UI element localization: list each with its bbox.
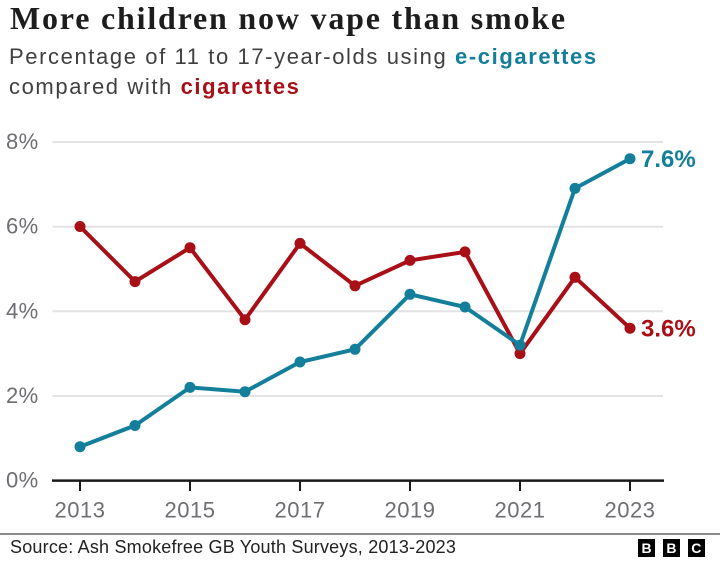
svg-text:2013: 2013: [55, 498, 106, 523]
svg-text:2015: 2015: [165, 498, 216, 523]
svg-text:2017: 2017: [275, 498, 326, 523]
svg-text:0%: 0%: [6, 468, 39, 493]
svg-text:4%: 4%: [6, 298, 39, 323]
svg-text:2023: 2023: [605, 498, 656, 523]
svg-text:2019: 2019: [385, 498, 436, 523]
svg-text:7.6%: 7.6%: [641, 146, 696, 173]
svg-text:2021: 2021: [495, 498, 546, 523]
svg-text:2%: 2%: [6, 383, 39, 408]
svg-text:8%: 8%: [6, 129, 39, 154]
svg-text:6%: 6%: [6, 214, 39, 239]
svg-text:3.6%: 3.6%: [641, 316, 696, 343]
